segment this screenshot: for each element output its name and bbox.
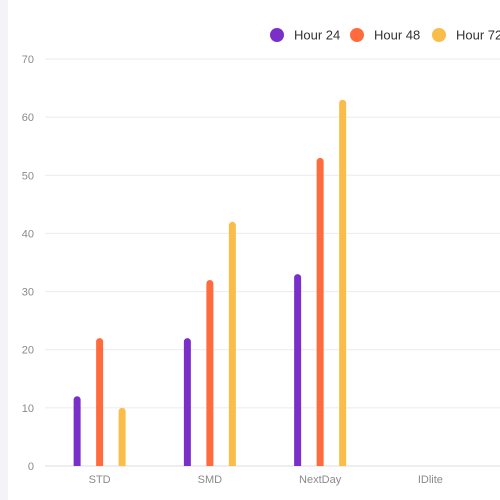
chart-panel: 0 10 20 30 40 50 60 70 STD SMD NextDay IDlite Hour… <box>8 0 500 500</box>
legend: Hour 24 Hour 48 Hour 72 <box>270 28 500 43</box>
x-tick-label: STD <box>89 474 111 486</box>
y-tick-label: 10 <box>22 403 34 415</box>
x-tick-label: NextDay <box>299 474 342 486</box>
bar[interactable] <box>183 338 191 466</box>
bars <box>73 99 347 467</box>
bar[interactable] <box>316 157 324 467</box>
y-tick-label: 70 <box>22 54 34 66</box>
grid-lines <box>45 58 500 467</box>
y-tick-label: 0 <box>28 461 34 473</box>
legend-label[interactable]: Hour 24 <box>294 28 340 43</box>
bar[interactable] <box>339 99 347 466</box>
x-tick-label: IDlite <box>418 474 443 486</box>
legend-label[interactable]: Hour 48 <box>374 28 420 43</box>
legend-marker[interactable] <box>270 28 284 42</box>
bar-chart: 0 10 20 30 40 50 60 70 STD SMD NextDay IDlite Hour… <box>22 28 500 486</box>
x-tick-label: SMD <box>198 474 223 486</box>
y-axis-ticks: 0 10 20 30 40 50 60 70 <box>22 54 34 473</box>
bar[interactable] <box>228 221 236 466</box>
y-tick-label: 20 <box>22 345 34 357</box>
bar[interactable] <box>206 279 214 466</box>
bar[interactable] <box>96 338 104 466</box>
x-axis-ticks: STD SMD NextDay IDlite <box>89 474 443 486</box>
y-tick-label: 50 <box>22 170 34 182</box>
legend-label[interactable]: Hour 72 <box>456 28 500 43</box>
y-tick-label: 60 <box>22 112 34 124</box>
bar[interactable] <box>294 274 302 466</box>
legend-marker[interactable] <box>432 28 446 42</box>
bar[interactable] <box>73 396 81 466</box>
y-tick-label: 30 <box>22 287 34 299</box>
bar[interactable] <box>118 407 126 466</box>
y-tick-label: 40 <box>22 228 34 240</box>
legend-marker[interactable] <box>350 28 364 42</box>
